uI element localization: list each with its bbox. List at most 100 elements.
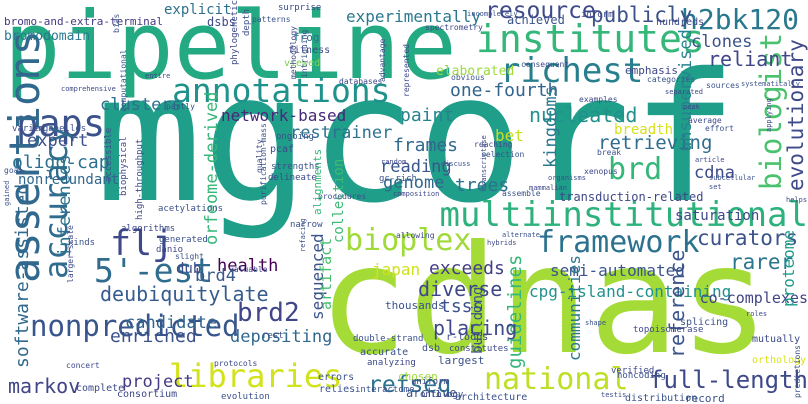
word-applying: applying xyxy=(766,98,773,132)
word-largest: largest xyxy=(438,355,484,366)
word-artifact: artifact xyxy=(319,238,334,310)
word-analyzing: analyzing xyxy=(367,359,416,368)
word-procedures: procedures xyxy=(318,193,366,201)
word-interactome: interactome xyxy=(355,386,415,395)
word-organisms: organisms xyxy=(548,175,586,182)
word-relies: relies xyxy=(319,385,355,395)
word-communities: communities xyxy=(567,255,583,361)
word-noncoding: noncoding xyxy=(617,372,666,381)
word-subcellular: subcellular xyxy=(709,175,755,182)
word-breadth: breadth xyxy=(614,123,673,137)
word-markov: markov xyxy=(8,376,80,396)
word-accessible: accessible xyxy=(105,128,114,182)
word-separated: separated xyxy=(665,89,703,96)
word-bromodomain: bromodomain xyxy=(4,30,90,43)
word-random: random xyxy=(381,159,406,166)
word-examples: examples xyxy=(579,96,618,104)
word-biophysical: biophysical xyxy=(120,136,129,196)
word-testis: testis xyxy=(601,392,626,399)
word-distribution: distribution xyxy=(625,394,697,404)
word-obvious: obvious xyxy=(451,74,485,82)
word-intriguing: intriguing xyxy=(301,30,309,78)
word-composition: composition xyxy=(393,191,439,198)
word-refacing: refacing xyxy=(300,218,307,252)
word-topoisomerase: topoisomerase xyxy=(633,326,703,335)
word-algorithms: algorithms xyxy=(121,225,175,234)
word-larger-scale: larger-scale xyxy=(67,225,75,283)
word-frames: frames xyxy=(393,137,458,155)
word-transcriptase: transcriptase xyxy=(481,135,488,190)
word-hybrids: hybrids xyxy=(487,240,517,247)
word-advantage: advantage xyxy=(379,39,387,82)
word-rest: rest xyxy=(262,332,284,341)
word-errors: errors xyxy=(318,373,354,383)
word-japan: japan xyxy=(372,262,420,278)
word-hundreds: hundreds xyxy=(656,18,704,28)
word-comprehensive: comprehensive xyxy=(61,86,116,93)
word-gc-rich: gc-rich xyxy=(379,175,417,184)
word-generated: generated xyxy=(159,236,208,245)
word-roles: roles xyxy=(746,311,767,318)
word-helps: helps xyxy=(786,197,807,204)
word-mutually: mutually xyxy=(752,335,800,345)
word-orfeome-derived: orfeome-derived xyxy=(204,91,221,245)
word-consortium: consortium xyxy=(117,390,177,400)
word-protocols: protocols xyxy=(214,360,257,368)
word-xenopus: xenopus xyxy=(584,168,618,176)
word-surprise: surprise xyxy=(278,4,321,13)
word-incompletely: incompletely xyxy=(467,11,518,18)
word-ongoing: ongoing xyxy=(276,133,314,142)
word-systematically: systematically xyxy=(741,81,800,88)
word-constitutes: constitutes xyxy=(449,345,509,354)
word-architecture: architecture xyxy=(455,393,527,403)
word-phylogenetic: phylogenetic xyxy=(231,0,240,65)
word-concert: concert xyxy=(66,362,100,370)
word-network-based: network-based xyxy=(221,108,346,124)
word-high-throughput: high-throughput xyxy=(136,139,145,220)
word-enriched: enriched xyxy=(110,328,197,346)
word-delineate: delineate xyxy=(268,174,317,183)
word-bias: bias xyxy=(113,14,121,33)
word-slight: slight xyxy=(175,253,204,261)
word-reference: reference xyxy=(667,250,687,358)
word-article: article xyxy=(695,157,725,164)
word-dub: dub xyxy=(176,262,201,276)
word-evolution: evolution xyxy=(221,393,270,402)
word-alignments: alignments xyxy=(312,149,323,215)
word-proteome: proteome xyxy=(781,230,797,307)
word-software-assisted: software-assisted xyxy=(14,184,32,368)
word-allowing: allowing xyxy=(396,232,435,240)
word-alternate: alternate xyxy=(502,232,540,239)
word-complete: complete xyxy=(76,384,124,394)
word-sources: sources xyxy=(706,82,740,90)
word-exceeds: exceeds xyxy=(429,260,505,278)
word-oligo-cap: oligo-cap xyxy=(12,154,110,172)
word-full-length: full-length xyxy=(649,368,808,392)
word-pcaf: pcaf xyxy=(270,145,294,155)
word-double-strand: double-strand xyxy=(353,335,423,344)
word-evolutionary: evolutionary xyxy=(786,39,807,191)
word-depth: depth xyxy=(243,9,252,36)
word-databases: databases xyxy=(339,78,382,86)
word-acetylations: acetylations xyxy=(158,205,223,214)
word-partly: partly xyxy=(166,103,195,111)
word-saturation: saturation xyxy=(675,209,759,223)
word-discuss: discuss xyxy=(441,161,471,168)
word-computational: computational xyxy=(120,49,128,112)
word-entire: entire xyxy=(145,73,170,80)
word-paint: paint xyxy=(400,107,454,125)
word-set: set xyxy=(709,184,722,191)
word-accurate: accurate xyxy=(360,348,408,358)
word-represented: represented xyxy=(403,44,411,97)
word-r-loops: r-loops xyxy=(446,333,488,343)
word-effort: effort xyxy=(705,125,734,133)
word-predictions: predictions xyxy=(794,345,802,398)
word-kingdoms: kingdoms xyxy=(543,86,560,168)
word-categories: categories xyxy=(647,76,695,84)
word-shape: shape xyxy=(585,320,606,327)
word-break: break xyxy=(597,149,621,157)
word-assemble: assemble xyxy=(502,190,541,198)
word-goal: goal xyxy=(4,167,23,175)
word-diverse: diverse xyxy=(418,279,502,299)
